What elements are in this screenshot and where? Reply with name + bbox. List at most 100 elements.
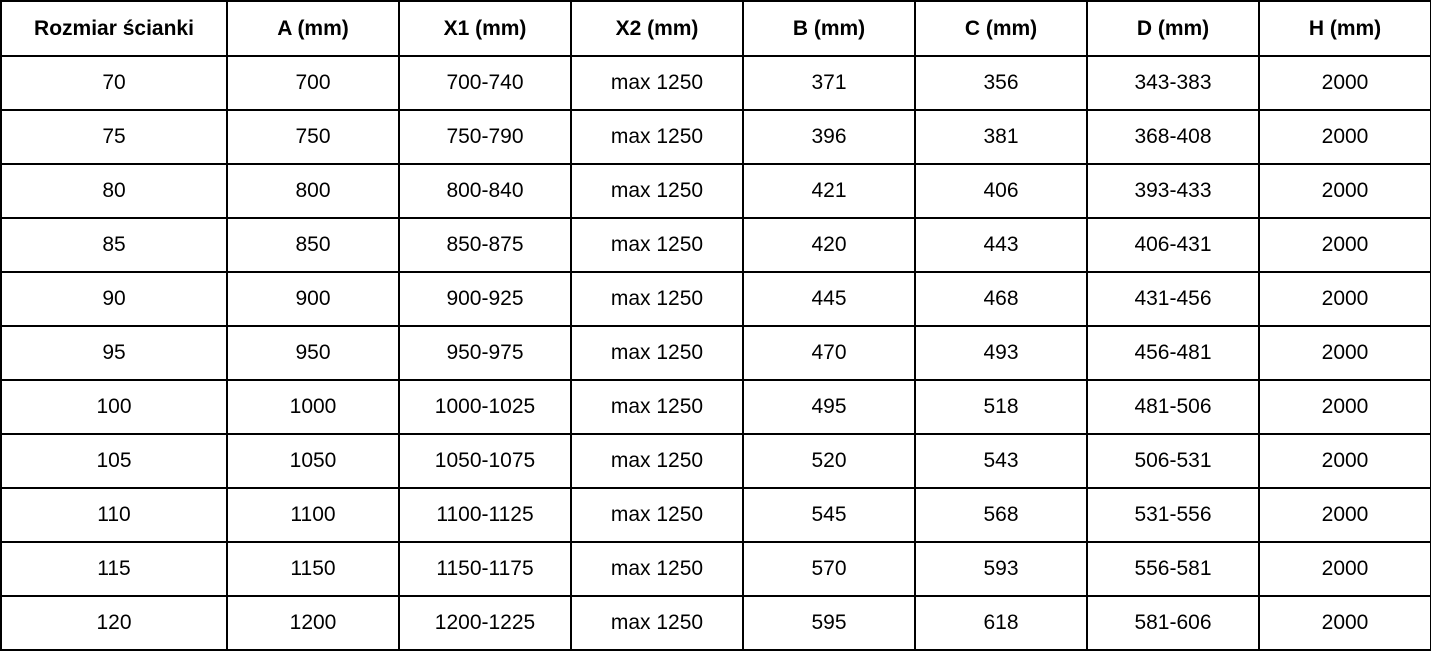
table-cell: 80 bbox=[0, 163, 228, 219]
table-cell: 493 bbox=[914, 325, 1088, 381]
table-cell: 2000 bbox=[1258, 379, 1431, 435]
column-header: Rozmiar ścianki bbox=[0, 0, 228, 57]
table-cell: 800 bbox=[226, 163, 400, 219]
table-cell: 95 bbox=[0, 325, 228, 381]
table-cell: 518 bbox=[914, 379, 1088, 435]
table-cell: 2000 bbox=[1258, 595, 1431, 651]
table-cell: 1100-1125 bbox=[398, 487, 572, 543]
table-cell: 595 bbox=[742, 595, 916, 651]
table-cell: 900-925 bbox=[398, 271, 572, 327]
header-row: Rozmiar ścianki A (mm) X1 (mm) X2 (mm) B (mm… bbox=[0, 0, 1431, 57]
table-row: 95 950 950-975 max 1250 470 493 456-481 2000 bbox=[0, 325, 1431, 381]
table-cell: 393-433 bbox=[1086, 163, 1260, 219]
column-header: A (mm) bbox=[226, 0, 400, 57]
table-cell: 445 bbox=[742, 271, 916, 327]
table-cell: max 1250 bbox=[570, 595, 744, 651]
table-cell: 120 bbox=[0, 595, 228, 651]
table-cell: max 1250 bbox=[570, 541, 744, 597]
table-cell: 850-875 bbox=[398, 217, 572, 273]
table-row: 100 1000 1000-1025 max 1250 495 518 481-506 200… bbox=[0, 379, 1431, 435]
table-row: 85 850 850-875 max 1250 420 443 406-431 2000 bbox=[0, 217, 1431, 273]
column-header: H (mm) bbox=[1258, 0, 1431, 57]
table-cell: 618 bbox=[914, 595, 1088, 651]
table-cell: 110 bbox=[0, 487, 228, 543]
table-cell: 368-408 bbox=[1086, 109, 1260, 165]
table-cell: max 1250 bbox=[570, 433, 744, 489]
table-cell: 431-456 bbox=[1086, 271, 1260, 327]
table-cell: 470 bbox=[742, 325, 916, 381]
table-cell: 70 bbox=[0, 55, 228, 111]
table-cell: 100 bbox=[0, 379, 228, 435]
table-cell: 950 bbox=[226, 325, 400, 381]
table-cell: max 1250 bbox=[570, 109, 744, 165]
table-cell: 556-581 bbox=[1086, 541, 1260, 597]
column-header: X2 (mm) bbox=[570, 0, 744, 57]
table-cell: 570 bbox=[742, 541, 916, 597]
table-row: 70 700 700-740 max 1250 371 356 343-383 2000 bbox=[0, 55, 1431, 111]
table-cell: 356 bbox=[914, 55, 1088, 111]
table-cell: 2000 bbox=[1258, 271, 1431, 327]
table-cell: 506-531 bbox=[1086, 433, 1260, 489]
table-cell: 2000 bbox=[1258, 325, 1431, 381]
table-cell: 105 bbox=[0, 433, 228, 489]
table-cell: 90 bbox=[0, 271, 228, 327]
table-row: 80 800 800-840 max 1250 421 406 393-433 2000 bbox=[0, 163, 1431, 219]
table-cell: 2000 bbox=[1258, 109, 1431, 165]
table-cell: 593 bbox=[914, 541, 1088, 597]
table-cell: 531-556 bbox=[1086, 487, 1260, 543]
table-cell: 520 bbox=[742, 433, 916, 489]
table-cell: 1050 bbox=[226, 433, 400, 489]
table-cell: 1200 bbox=[226, 595, 400, 651]
table-row: 115 1150 1150-1175 max 1250 570 593 556-581 200… bbox=[0, 541, 1431, 597]
table-cell: 700-740 bbox=[398, 55, 572, 111]
table-cell: 2000 bbox=[1258, 433, 1431, 489]
table-cell: max 1250 bbox=[570, 271, 744, 327]
table-cell: max 1250 bbox=[570, 55, 744, 111]
table-cell: 396 bbox=[742, 109, 916, 165]
table-cell: 545 bbox=[742, 487, 916, 543]
table-cell: max 1250 bbox=[570, 487, 744, 543]
table-cell: 456-481 bbox=[1086, 325, 1260, 381]
table-cell: 1050-1075 bbox=[398, 433, 572, 489]
table-body: 70 700 700-740 max 1250 371 356 343-383 2000 75 7… bbox=[0, 55, 1431, 651]
table-cell: 115 bbox=[0, 541, 228, 597]
column-header: C (mm) bbox=[914, 0, 1088, 57]
table-cell: max 1250 bbox=[570, 325, 744, 381]
table-cell: 800-840 bbox=[398, 163, 572, 219]
table-cell: 2000 bbox=[1258, 487, 1431, 543]
table-row: 75 750 750-790 max 1250 396 381 368-408 2000 bbox=[0, 109, 1431, 165]
table-cell: 1100 bbox=[226, 487, 400, 543]
table-cell: 371 bbox=[742, 55, 916, 111]
table-row: 105 1050 1050-1075 max 1250 520 543 506-531 200… bbox=[0, 433, 1431, 489]
table-cell: max 1250 bbox=[570, 379, 744, 435]
table-cell: 421 bbox=[742, 163, 916, 219]
table-row: 110 1100 1100-1125 max 1250 545 568 531-556 200… bbox=[0, 487, 1431, 543]
table-cell: 75 bbox=[0, 109, 228, 165]
table-row: 90 900 900-925 max 1250 445 468 431-456 2000 bbox=[0, 271, 1431, 327]
table-cell: 481-506 bbox=[1086, 379, 1260, 435]
table-cell: 581-606 bbox=[1086, 595, 1260, 651]
table-cell: 2000 bbox=[1258, 217, 1431, 273]
table-cell: 700 bbox=[226, 55, 400, 111]
column-header: X1 (mm) bbox=[398, 0, 572, 57]
table-cell: 420 bbox=[742, 217, 916, 273]
table-cell: 750-790 bbox=[398, 109, 572, 165]
table-cell: 468 bbox=[914, 271, 1088, 327]
table-cell: 2000 bbox=[1258, 541, 1431, 597]
table-cell: 568 bbox=[914, 487, 1088, 543]
table-cell: 343-383 bbox=[1086, 55, 1260, 111]
table-cell: 381 bbox=[914, 109, 1088, 165]
table-cell: 1000 bbox=[226, 379, 400, 435]
table-cell: 2000 bbox=[1258, 163, 1431, 219]
table-cell: 1200-1225 bbox=[398, 595, 572, 651]
table-cell: 443 bbox=[914, 217, 1088, 273]
table-cell: 900 bbox=[226, 271, 400, 327]
table-cell: 85 bbox=[0, 217, 228, 273]
table-cell: max 1250 bbox=[570, 163, 744, 219]
table-cell: 950-975 bbox=[398, 325, 572, 381]
table-cell: 543 bbox=[914, 433, 1088, 489]
table-cell: 1000-1025 bbox=[398, 379, 572, 435]
table-cell: 750 bbox=[226, 109, 400, 165]
table-row: 120 1200 1200-1225 max 1250 595 618 581-606 200… bbox=[0, 595, 1431, 651]
